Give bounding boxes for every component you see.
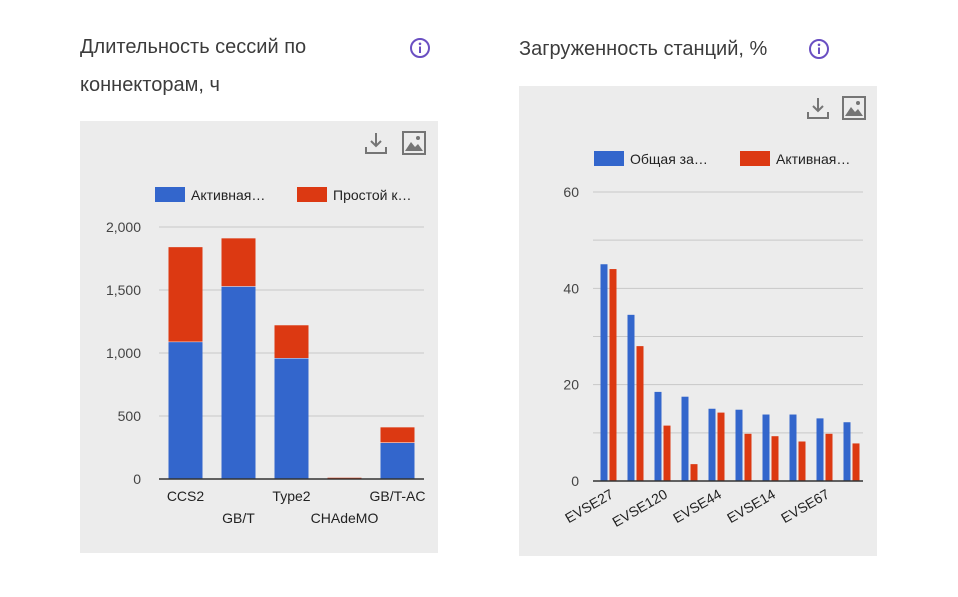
x-tick-label: EVSE44 — [670, 486, 724, 526]
legend-label: Общая за… — [630, 151, 708, 167]
bar — [798, 441, 806, 481]
chart-container: Общая за… Активная… 0 20 40 60 EVSE27 EVSE120 EV… — [519, 86, 877, 556]
chart-container: Активная… Простой к… 0 500 1,000 1,500 2,000 CC… — [80, 121, 438, 553]
y-tick-label: 1,000 — [106, 345, 141, 361]
bar — [816, 418, 824, 481]
panel-title: Загруженность станций, % — [519, 30, 767, 68]
bar — [681, 396, 689, 481]
x-tick-label: EVSE27 — [562, 486, 616, 526]
bar — [825, 433, 833, 481]
legend-swatch — [594, 151, 624, 166]
bar — [380, 442, 415, 479]
bar — [744, 433, 752, 481]
bar — [852, 443, 860, 481]
bar — [627, 314, 635, 481]
download-icon[interactable] — [362, 129, 390, 157]
title-line-1: Длительность сессий по — [80, 36, 307, 58]
title-line-1: Загруженность станций, % — [519, 38, 768, 60]
legend-swatch — [297, 187, 327, 202]
y-tick-label: 40 — [563, 280, 579, 296]
bar — [168, 247, 203, 342]
y-tick-label: 0 — [133, 471, 141, 487]
x-tick-label: CCS2 — [167, 488, 205, 504]
x-tick-label: CHAdeMO — [311, 510, 379, 526]
y-tick-label: 500 — [118, 408, 142, 424]
info-icon[interactable] — [808, 38, 830, 60]
bar — [843, 422, 851, 481]
bar — [708, 408, 716, 481]
bar — [735, 409, 743, 481]
y-tick-label: 0 — [571, 473, 579, 489]
x-tick-label: EVSE67 — [778, 486, 832, 526]
legend-label: Активная… — [191, 187, 265, 203]
image-icon[interactable] — [400, 129, 428, 157]
bar — [636, 346, 644, 481]
bar — [609, 269, 617, 481]
bar — [762, 414, 770, 481]
panel-title: Длительность сессий по коннекторам, ч — [80, 28, 306, 104]
legend-swatch — [155, 187, 185, 202]
legend-swatch — [740, 151, 770, 166]
y-tick-label: 20 — [563, 377, 579, 393]
legend-label: Активная… — [776, 151, 850, 167]
x-tick-label: GB/T — [222, 510, 255, 526]
title-line-2: коннекторам, ч — [80, 74, 220, 96]
x-tick-label: EVSE14 — [724, 486, 778, 526]
bar — [221, 238, 256, 287]
bar — [654, 391, 662, 481]
image-icon[interactable] — [840, 94, 868, 122]
bar — [380, 427, 415, 443]
bar — [274, 325, 309, 359]
x-tick-label: GB/T-AC — [369, 488, 425, 504]
bar — [690, 464, 698, 481]
y-tick-label: 60 — [563, 184, 579, 200]
duration-chart: Активная… Простой к… 0 500 1,000 1,500 2,000 CC… — [106, 187, 426, 526]
bar — [600, 264, 608, 481]
bar — [168, 341, 203, 479]
bar — [274, 358, 309, 479]
y-tick-label: 1,500 — [106, 282, 141, 298]
legend-label: Простой к… — [333, 187, 412, 203]
info-icon[interactable] — [409, 37, 431, 59]
x-tick-label: Type2 — [272, 488, 310, 504]
x-tick-label: EVSE120 — [609, 486, 670, 530]
y-tick-label: 2,000 — [106, 219, 141, 235]
bar — [221, 286, 256, 479]
bar — [789, 414, 797, 481]
bar — [771, 436, 779, 481]
download-icon[interactable] — [804, 94, 832, 122]
bar — [717, 412, 725, 481]
bar — [663, 425, 671, 481]
